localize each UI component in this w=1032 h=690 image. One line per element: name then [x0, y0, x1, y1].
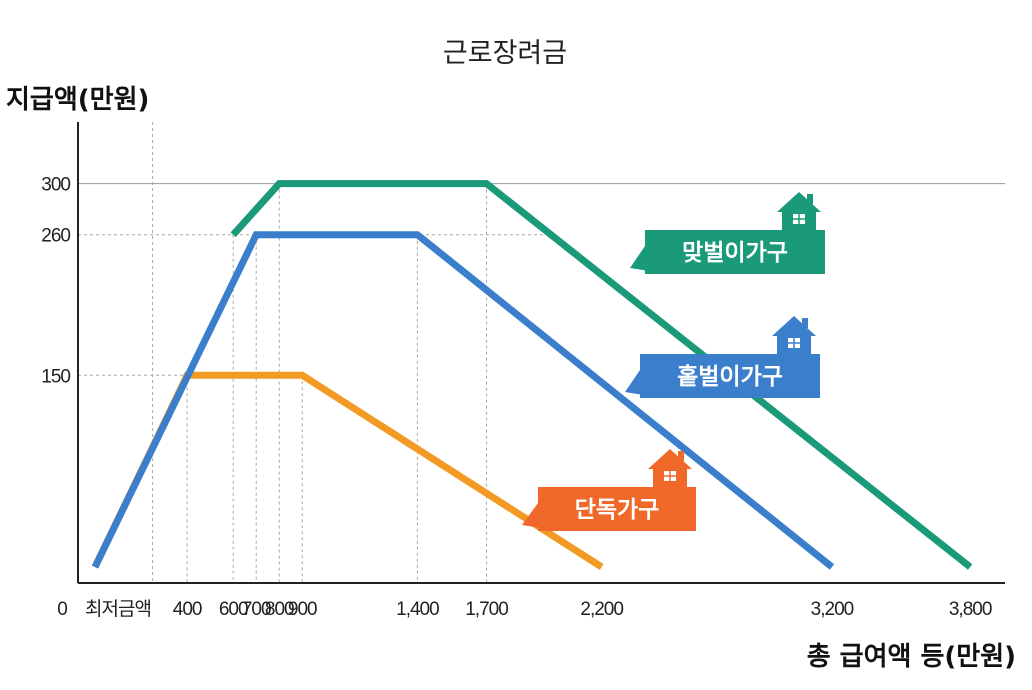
- x-tick-label: 900: [288, 599, 317, 620]
- x-tick-label: 1,700: [465, 599, 508, 620]
- x-tick-label: 최저금액: [85, 598, 151, 620]
- legend-text: 단독가구: [575, 497, 660, 523]
- legend-label-3: 단독가구: [522, 449, 696, 531]
- legend-box: [538, 487, 696, 531]
- grid-lines: [78, 122, 1005, 583]
- x-tick-label: 400: [173, 599, 202, 620]
- y-tick-label: 300: [41, 175, 70, 196]
- x-tick-label: 3,800: [949, 599, 992, 620]
- x-tick-label: 600: [219, 599, 248, 620]
- legend-text: 홑벌이가구: [677, 364, 783, 390]
- x-tick-label: 3,200: [811, 599, 854, 620]
- y-ticks: 150 260 300: [41, 175, 71, 388]
- x-tick-label: 0: [57, 599, 67, 620]
- legend-box: [645, 230, 825, 274]
- legend-box: [640, 354, 820, 398]
- x-tick-label: 2,200: [580, 599, 623, 620]
- y-tick-label: 150: [41, 366, 70, 387]
- x-tick-label: 1,400: [396, 599, 439, 620]
- legend-label-2: 홑벌이가구: [625, 316, 820, 398]
- legend-text: 맞벌이가구: [682, 240, 788, 266]
- x-tick-label: 800: [265, 599, 294, 620]
- legend-label-1: 맞벌이가구: [630, 192, 825, 274]
- series-lines: [91, 180, 973, 570]
- house-icon: [777, 192, 821, 230]
- y-tick-label: 260: [41, 226, 70, 247]
- x-axis-label: 총 급여액 등(만원): [807, 642, 1016, 672]
- y-axis-label: 지급액(만원): [6, 85, 149, 115]
- axes: [77, 122, 1005, 584]
- house-icon: [648, 449, 692, 487]
- x-tick-label: 700: [242, 599, 271, 620]
- house-icon: [772, 316, 816, 354]
- chart-title: 근로장려금: [443, 38, 567, 69]
- series-line-2: [91, 231, 835, 570]
